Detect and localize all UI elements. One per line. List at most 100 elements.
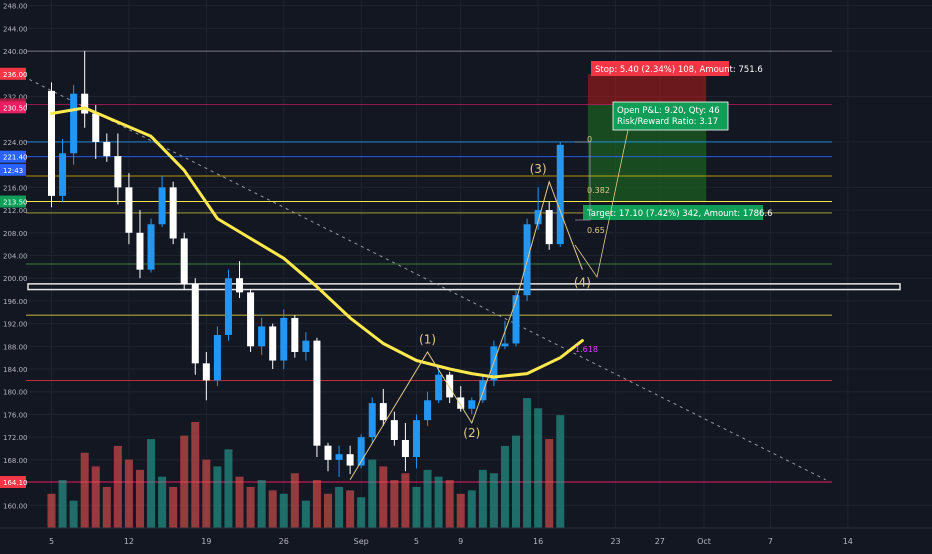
candle-body-41 [501,343,509,347]
y-tick-13: 184.00 [3,366,28,374]
x-tick-7: 16 [533,537,543,546]
fib-label-0: 0 [587,135,592,144]
elliott-wave: (1) (2) (3) (4) [349,162,591,480]
x-tick-1: 12 [124,537,134,546]
pnl-label-bg [612,101,729,131]
y-tick-5: 216.00 [3,184,28,192]
y-tick-8: 204.00 [3,252,28,260]
candle-body-31 [390,420,398,440]
candle-body-38 [468,400,476,409]
price-badge-4: 12:43 [3,167,23,175]
wave-label-1: (2) [463,426,480,440]
y-tick-9: 200.00 [3,275,28,283]
y-tick-16: 172.00 [3,434,28,442]
volume-bar-27 [346,490,355,528]
annotations: 0 0.382 0.65 1.618 Stop: 5.40 (2.34%) 108, A… [574,61,773,354]
volume-bar-10 [158,476,167,528]
volume-bar-7 [124,459,133,528]
price-badge-bg-4 [0,163,26,176]
price-badge-bg-6 [0,476,26,489]
candle-body-45 [545,210,553,245]
y-tick-15: 176.00 [3,411,28,419]
candle-body-35 [435,374,443,401]
volume-bar-15 [213,466,222,528]
volume-bar-16 [224,449,233,528]
candle-body-30 [379,403,387,421]
candle-body-32 [401,440,409,458]
candle-body-5 [103,141,111,157]
candle-body-16 [224,278,232,335]
candle-body-13 [191,283,199,364]
y-axis-bg [0,0,26,550]
x-tick-12: 14 [843,537,853,546]
candle-body-10 [158,187,166,225]
candle-body-33 [412,420,420,458]
wave-path [349,180,583,480]
volume-bar-33 [412,486,421,528]
volume-bar-3 [80,452,89,528]
candle-body-25 [324,445,332,460]
y-tick-18: 160.00 [3,502,28,510]
volume-bar-21 [279,493,288,528]
candle-body-15 [213,334,221,381]
candle-body-12 [180,238,188,284]
price-badge-3: 221.40 [3,154,28,162]
volume-bar-5 [102,486,111,528]
volume-bar-43 [523,398,532,528]
x-tick-6: 9 [458,537,463,546]
y-axis[interactable]: 248.00 244.00 240.00 232.00 224.00 216.00 212.… [0,0,28,550]
volume-bar-19 [257,480,266,528]
candle-body-18 [247,292,255,347]
y-tick-12: 188.00 [3,343,28,351]
candle-body-37 [457,397,465,409]
candle-body-23 [302,340,310,352]
volume-bar-38 [467,490,476,528]
candle-body-6 [114,156,122,188]
candle-body-4 [92,113,100,142]
volume-bar-9 [147,439,156,528]
price-badge-bg-2 [0,101,26,114]
volume-bar-46 [556,415,565,528]
x-tick-3: 26 [279,537,289,546]
y-tick-14: 180.00 [3,389,28,397]
volume-bar-25 [324,493,332,528]
x-axis[interactable]: 5 12 19 26 Sep 5 9 16 23 27 Oct 7 14 [0,527,932,550]
projection-line [574,129,629,278]
volume-bar-24 [312,480,321,528]
candle-body-22 [291,317,299,352]
volume-bar-11 [169,486,178,528]
target-label-bg [583,205,763,220]
candle-body-0 [48,90,55,196]
candle-body-39 [479,380,487,401]
volume-bar-0 [47,493,56,528]
price-badge-5: 213.50 [3,199,28,207]
volume-bar-28 [357,497,366,528]
wave-label-2: (3) [530,162,547,176]
fib-label-2: 0.65 [587,226,605,235]
target-label-text: Target: 17.10 (7.42%) 342, Amount: 1786.… [586,209,773,219]
ma-line [50,106,584,379]
candle-body-14 [202,363,210,381]
candle-body-17 [236,278,244,293]
y-tick-3: 232.00 [3,94,28,102]
y-tick-11: 192.00 [3,321,28,329]
volume-bar-34 [423,469,432,528]
volume-bar-2 [69,500,78,528]
candle-body-34 [424,400,432,421]
volume-bar-4 [91,466,100,528]
volume-bar-22 [290,473,299,528]
candle-body-44 [534,210,542,225]
y-tick-6: 212.00 [3,207,28,215]
pnl-label-text-0: Open P&L: 9.20, Qty: 46 [617,106,720,116]
price-badge-bg-5 [0,195,26,208]
candle-body-46 [556,144,564,245]
volume-bar-18 [246,486,255,528]
candle-body-11 [169,187,177,239]
x-tick-0: 5 [49,537,54,546]
volume-bar-37 [456,493,465,528]
volume-bar-45 [545,439,554,528]
stop-zone [587,73,707,105]
candle-body-21 [280,317,288,361]
volume-bar-23 [301,500,310,528]
